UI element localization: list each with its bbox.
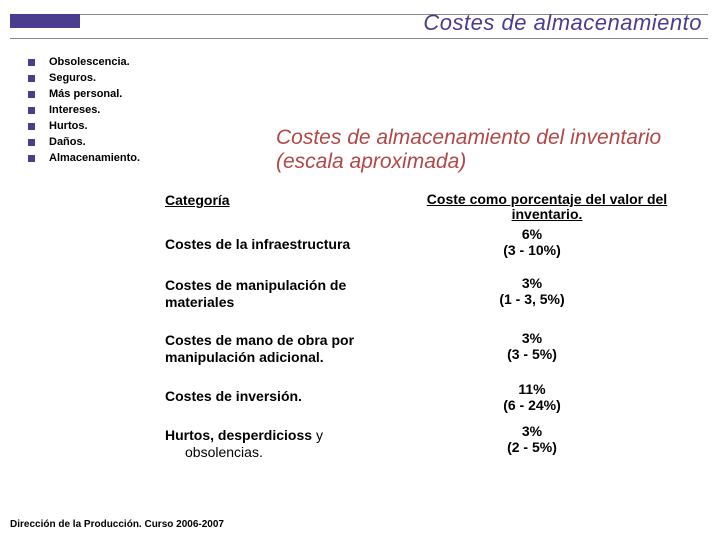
category-value: 3% (1 - 3, 5%) [452, 275, 612, 307]
pct: 6% [522, 226, 542, 242]
bullet-text: Seguros. [49, 72, 96, 84]
title-bar: Costes de almacenamiento [0, 0, 720, 40]
range: (3 - 5%) [507, 346, 557, 362]
bullet-marker-icon [28, 75, 35, 82]
bullet-marker-icon [28, 107, 35, 114]
bullet-text: Obsolescencia. [49, 56, 130, 68]
pct: 3% [522, 423, 542, 439]
category-label: Hurtos, desperdicioss y obsolencias. [165, 427, 385, 461]
range: (6 - 24%) [503, 397, 561, 413]
range: (2 - 5%) [507, 439, 557, 455]
bullet-list: Obsolescencia. Seguros. Más personal. In… [28, 56, 140, 168]
bullet-text: Hurtos. [49, 120, 88, 132]
bullet-item: Hurtos. [28, 120, 140, 132]
pct: 3% [522, 330, 542, 346]
footer-text: Dirección de la Producción. Curso 2006-2… [10, 519, 224, 530]
category-label: Costes de manipulación de materiales [165, 277, 385, 311]
bullet-marker-icon [28, 123, 35, 130]
category-value: 3% (2 - 5%) [452, 423, 612, 455]
bullet-marker-icon [28, 91, 35, 98]
title-accent-box [10, 14, 80, 28]
category-label: Costes de la infraestructura [165, 236, 385, 253]
bullet-text: Intereses. [49, 104, 100, 116]
column-header-cost: Coste como porcentaje del valor del inve… [407, 192, 687, 223]
category-value: 3% (3 - 5%) [452, 330, 612, 362]
bullet-item: Seguros. [28, 72, 140, 84]
bullet-text: Daños. [49, 136, 86, 148]
title-line-bottom [10, 38, 708, 39]
bullet-marker-icon [28, 155, 35, 162]
category-label: Costes de inversión. [165, 388, 385, 405]
bullet-item: Más personal. [28, 88, 140, 100]
category-label: Costes de mano de obra por manipulación … [165, 332, 385, 366]
bullet-text: Más personal. [49, 88, 122, 100]
bullet-item: Almacenamiento. [28, 152, 140, 164]
bullet-item: Daños. [28, 136, 140, 148]
bullet-marker-icon [28, 59, 35, 66]
category-value: 11% (6 - 24%) [452, 381, 612, 413]
pct: 11% [518, 381, 545, 397]
page-title: Costes de almacenamiento [423, 10, 702, 36]
category-value: 6% (3 - 10%) [452, 226, 612, 258]
chart-subtitle: Costes de almacenamiento del inventario … [276, 126, 706, 174]
range: (1 - 3, 5%) [499, 291, 564, 307]
bullet-item: Obsolescencia. [28, 56, 140, 68]
range: (3 - 10%) [503, 242, 561, 258]
bullet-marker-icon [28, 139, 35, 146]
pct: 3% [522, 275, 542, 291]
column-header-category: Categoría [165, 192, 230, 208]
bullet-text: Almacenamiento. [49, 152, 140, 164]
bullet-item: Intereses. [28, 104, 140, 116]
